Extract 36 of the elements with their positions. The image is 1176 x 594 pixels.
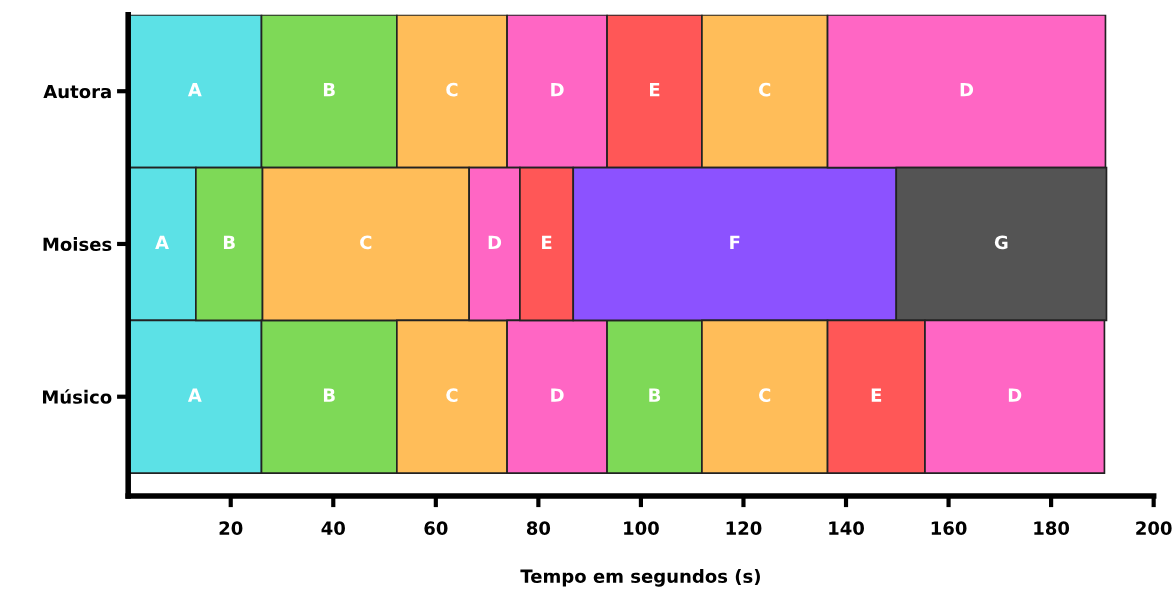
data-label: A xyxy=(187,83,202,97)
data-label: E xyxy=(871,388,882,402)
data-label: G xyxy=(994,235,1008,250)
data-label: C xyxy=(446,82,458,97)
data-label: D xyxy=(960,83,974,97)
data-label: D xyxy=(1008,388,1022,402)
x-tick-label: 100 xyxy=(624,521,659,535)
y-tick-label: Autora xyxy=(43,84,111,99)
x-tick-label: 200 xyxy=(1136,521,1172,535)
data-label: B xyxy=(323,83,335,97)
x-tick-label: 20 xyxy=(219,521,243,535)
data-label: C xyxy=(759,388,771,402)
data-label: A xyxy=(187,388,202,402)
data-label: D xyxy=(551,83,564,97)
data-label: B xyxy=(323,388,335,402)
data-label: E xyxy=(542,235,552,249)
data-label: A xyxy=(155,235,169,249)
x-tick-label: 160 xyxy=(931,521,967,535)
x-axis-title: Tempo em segundos (s) xyxy=(520,569,760,587)
data-label: C xyxy=(759,82,771,97)
x-tick-label: 120 xyxy=(726,521,762,535)
data-label: E xyxy=(650,83,660,97)
y-tick-label: Músico xyxy=(43,389,112,404)
data-label: D xyxy=(488,235,502,249)
x-tick-label: 180 xyxy=(1034,521,1070,535)
x-tick-label: 80 xyxy=(526,521,551,535)
data-label: C xyxy=(446,388,458,402)
x-tick-label: 140 xyxy=(829,521,864,535)
data-label: D xyxy=(551,388,564,402)
x-tick-label: 60 xyxy=(424,521,448,535)
y-tick-label: Moises xyxy=(43,237,112,252)
data-label: B xyxy=(223,235,235,249)
data-label: C xyxy=(360,235,372,250)
data-label: F xyxy=(730,235,740,249)
data-label: B xyxy=(649,388,661,402)
x-tick-label: 40 xyxy=(321,521,345,535)
